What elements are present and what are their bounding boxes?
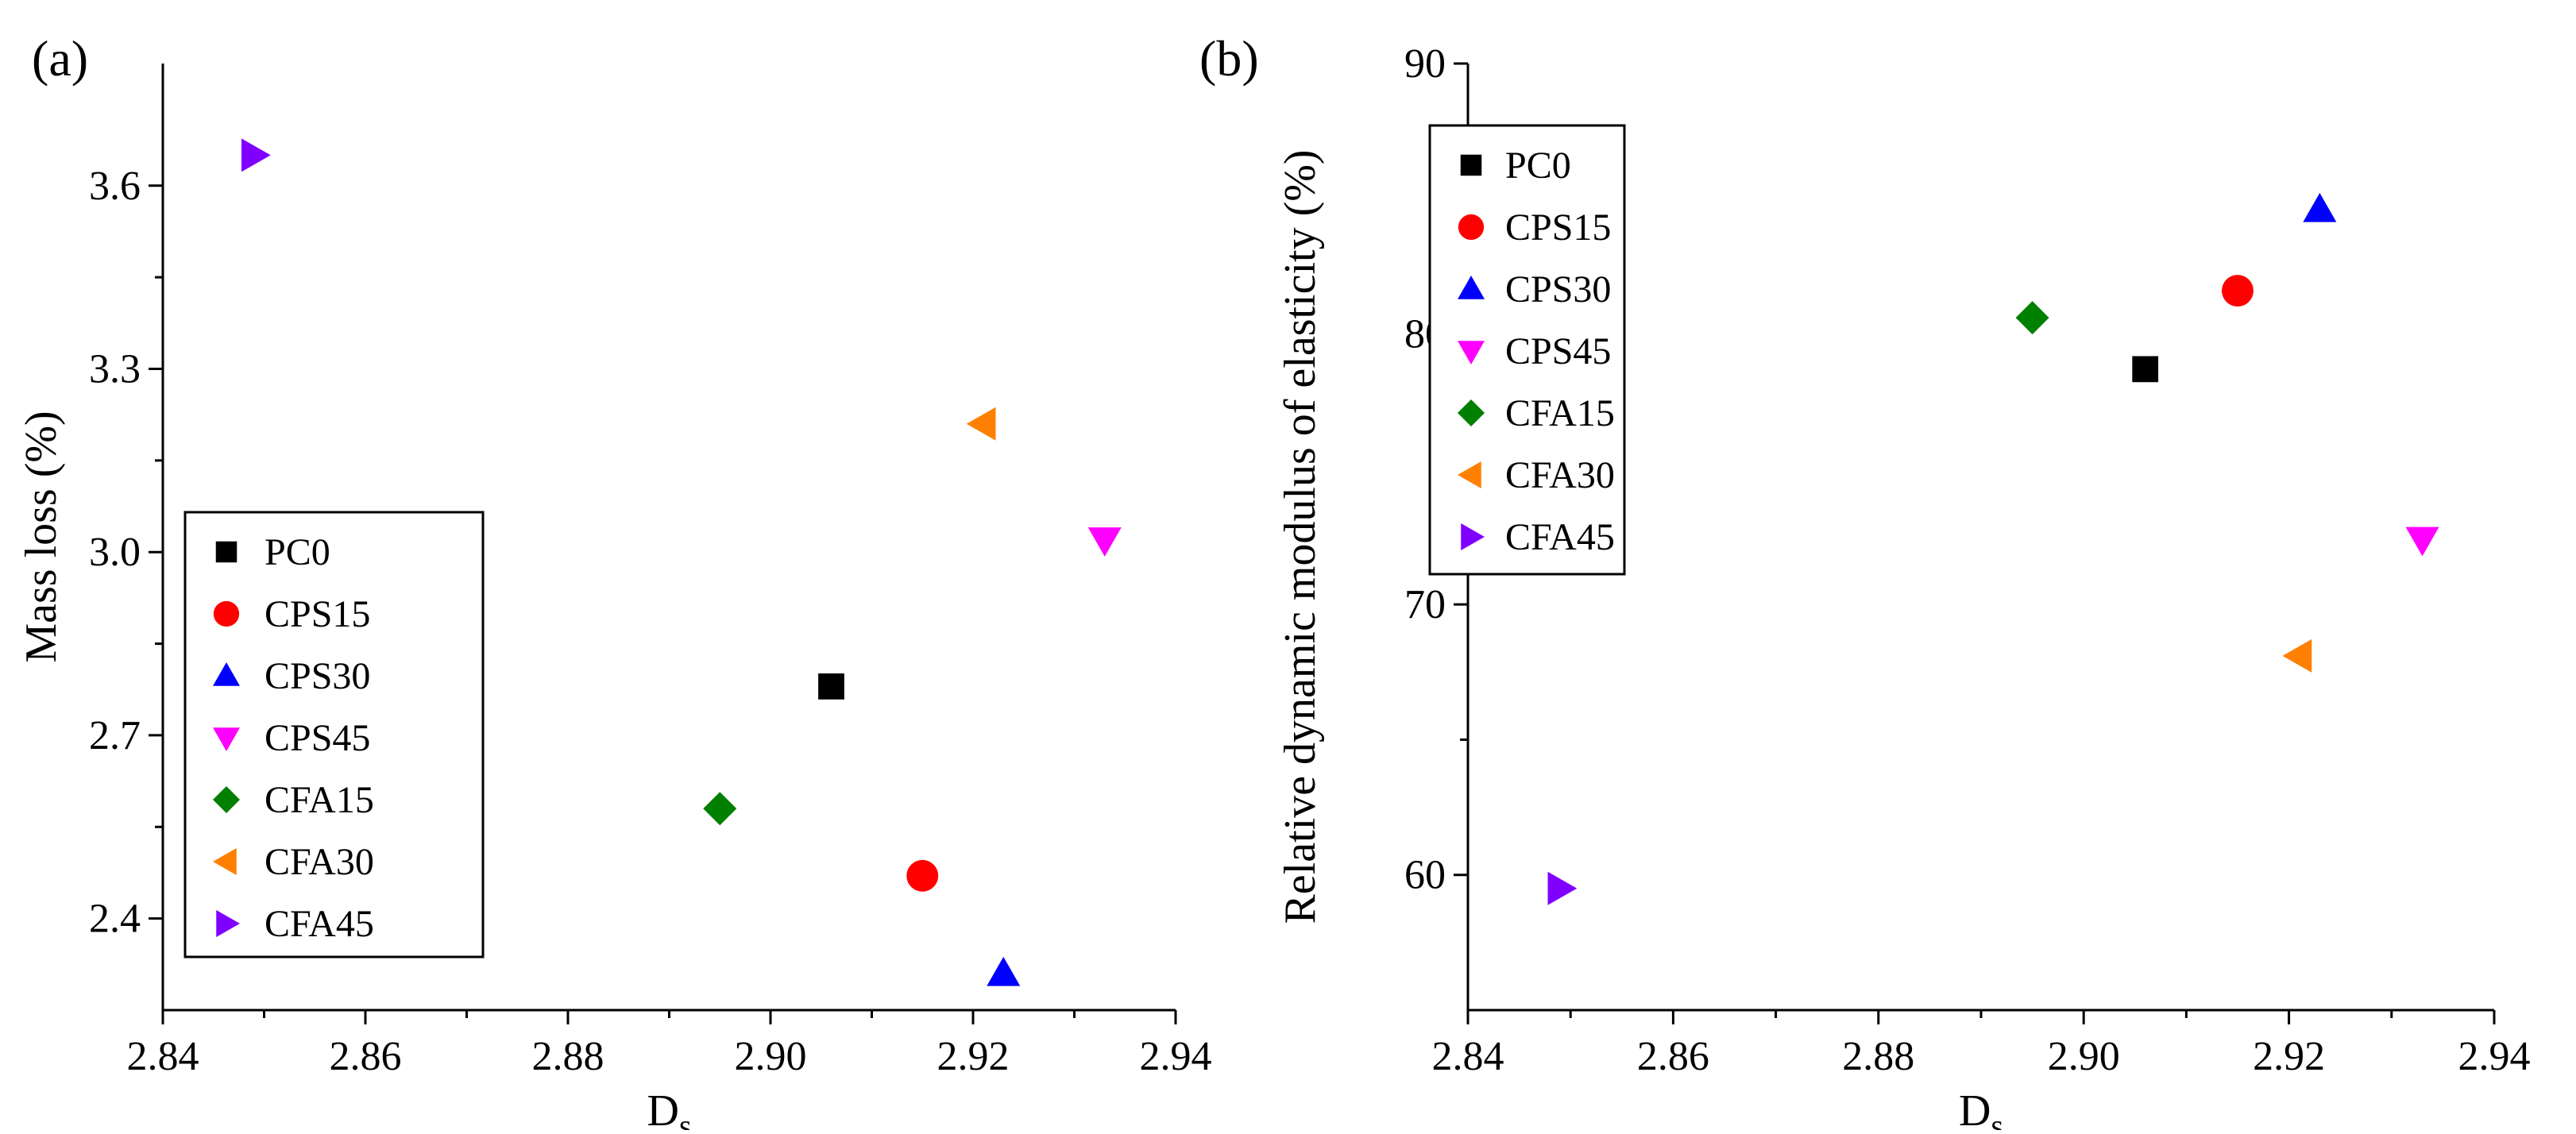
data-point-pc0 (818, 673, 844, 700)
legend: PC0 CPS15 CPS30 CPS45 CFA15 CFA30 CFA45 (183, 511, 485, 958)
x-tick-label: 2.84 (127, 1034, 199, 1079)
legend-label: CPS45 (265, 717, 370, 759)
x-tick-label: 2.94 (2458, 1034, 2531, 1079)
legend-label: CPS30 (265, 655, 370, 697)
legend-marker-cps30 (213, 662, 240, 686)
data-point-cps15 (2222, 275, 2254, 307)
legend-marker-cfa30 (1458, 461, 1481, 488)
legend-label: CFA45 (1505, 516, 1615, 558)
y-tick-label: 90 (1404, 41, 1446, 87)
legend-marker-cps45 (1458, 341, 1485, 364)
y-tick-label: 3.6 (89, 164, 141, 209)
data-point-cfa15 (2015, 301, 2049, 335)
x-tick-label: 2.92 (2253, 1034, 2325, 1079)
x-axis-title-sub: s (1991, 1108, 2003, 1130)
y-tick-label: 3.3 (89, 347, 141, 392)
x-axis-title: Ds (1959, 1086, 2003, 1130)
x-tick-label: 2.86 (1637, 1034, 1709, 1079)
legend-label: CFA45 (265, 903, 374, 945)
panel-label: (b) (1199, 30, 1259, 87)
data-point-cps15 (906, 859, 939, 892)
data-point-cfa45 (1547, 871, 1578, 905)
legend-label: CFA30 (1505, 454, 1615, 496)
data-point-cfa45 (241, 138, 271, 172)
chart-panel-a: (a) 2.84 2.86 2.88 2.90 2.92 2.94 2.4 2.7 3.0 3.3 3… (17, 30, 1212, 1134)
x-tick-label: 2.94 (1140, 1034, 1212, 1079)
x-axis-title-main: D (647, 1086, 678, 1130)
legend-label: CFA15 (1505, 392, 1615, 434)
x-tick-label: 2.88 (1842, 1034, 1914, 1079)
legend-marker-cfa45 (1461, 523, 1485, 550)
legend-label: PC0 (265, 531, 330, 573)
chart-panel-b: (b)2.84 2.86 2.88 2.90 2.92 2.9460708090DsRel… (1199, 30, 2531, 1134)
legend-marker-cfa15 (1458, 399, 1485, 426)
y-axis-title: Relative dynamic modulus of elasticity (… (1276, 149, 1325, 924)
legend-marker-pc0 (215, 541, 238, 563)
legend-marker-cfa45 (216, 910, 240, 937)
data-point-cfa30 (966, 407, 996, 441)
x-axis-title: Ds (647, 1086, 691, 1130)
data-point-cps45 (1087, 527, 1122, 557)
legend-marker-cps15 (1458, 214, 1485, 241)
x-tick-label: 2.88 (532, 1034, 604, 1079)
y-tick-label: 3.0 (89, 530, 141, 575)
legend-marker-cps30 (1458, 276, 1485, 299)
legend-marker-pc0 (1460, 154, 1482, 176)
data-point-pc0 (2132, 356, 2159, 383)
data-point-cfa30 (2282, 638, 2312, 673)
legend-label: CPS45 (1505, 330, 1611, 372)
data-point-cfa15 (703, 792, 737, 826)
y-tick-label: 2.7 (89, 713, 141, 758)
legend-label: CPS30 (1505, 268, 1611, 310)
x-tick-label: 2.86 (330, 1034, 402, 1079)
x-axis-title-sub: s (679, 1108, 692, 1130)
y-tick-label: 60 (1404, 853, 1446, 898)
x-tick-label: 2.90 (2048, 1034, 2120, 1079)
legend-label: PC0 (1505, 145, 1571, 187)
legend-marker-cps15 (213, 600, 240, 627)
x-tick-label: 2.90 (735, 1034, 807, 1079)
legend-box (1428, 124, 1626, 576)
legend-label: CPS15 (1505, 206, 1611, 249)
legend-label: CFA30 (265, 841, 374, 883)
legend: PC0 CPS15 CPS30 CPS45 CFA15 CFA30 CFA45 (1428, 124, 1626, 576)
legend-label: CPS15 (265, 593, 370, 635)
data-point-cps30 (987, 956, 1021, 986)
y-tick-label: 2.4 (89, 897, 141, 942)
x-tick-label: 2.92 (937, 1034, 1010, 1079)
legend-label: CFA15 (265, 779, 374, 821)
legend-marker-cfa15 (213, 786, 240, 813)
data-point-cps30 (2303, 192, 2337, 222)
y-tick-label: 70 (1404, 582, 1446, 627)
data-point-cps45 (2405, 526, 2439, 557)
y-axis-title: Mass loss (%) (17, 411, 66, 662)
legend-marker-cfa30 (213, 848, 237, 875)
x-tick-label: 2.84 (1432, 1034, 1504, 1079)
panel-label: (a) (32, 30, 88, 87)
x-axis-title-main: D (1959, 1086, 1991, 1130)
legend-marker-cps45 (213, 727, 240, 751)
